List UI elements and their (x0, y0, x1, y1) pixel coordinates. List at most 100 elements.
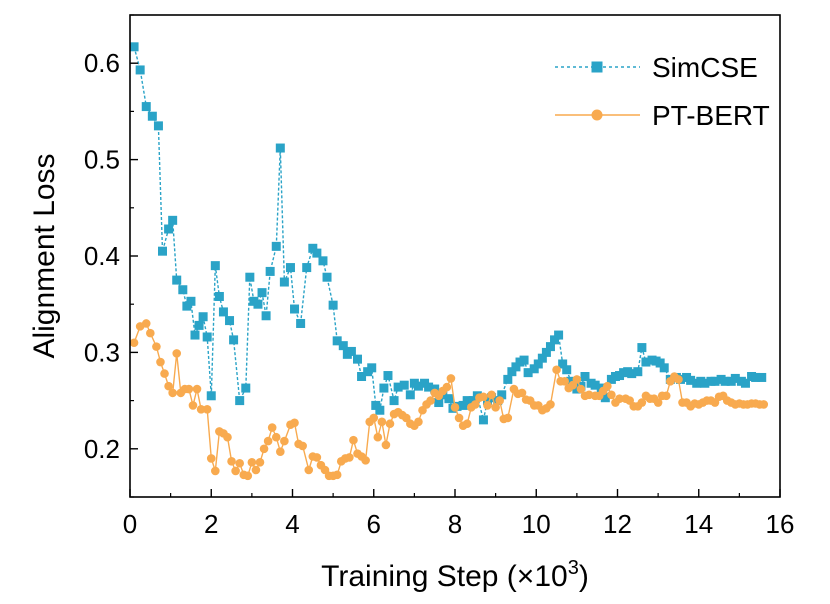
data-point (615, 394, 624, 403)
data-point (426, 396, 435, 405)
data-point (674, 375, 683, 384)
data-point (517, 388, 527, 398)
data-point (141, 319, 151, 328)
x-tick-label: 16 (766, 509, 795, 539)
data-point (218, 307, 228, 317)
data-point (399, 380, 409, 390)
data-point (192, 384, 202, 394)
data-point (405, 390, 415, 400)
data-point (338, 341, 348, 351)
data-point (497, 390, 507, 400)
legend-simcse-label: SimCSE (652, 52, 758, 83)
data-point (478, 415, 488, 425)
data-point (357, 372, 367, 381)
data-point (751, 372, 761, 382)
data-point (552, 365, 561, 375)
data-point (243, 471, 253, 481)
data-point (255, 457, 265, 467)
legend-ptbert-label: PT-BERT (652, 100, 770, 131)
data-point (511, 362, 521, 372)
plot-area (130, 15, 780, 497)
x-tick-label: 14 (684, 509, 713, 539)
data-point (332, 470, 342, 480)
data-point (153, 121, 163, 131)
data-point (759, 400, 769, 409)
data-point (312, 248, 322, 258)
data-point (730, 373, 740, 383)
data-point (172, 275, 182, 285)
x-tick-label: 8 (448, 509, 462, 539)
data-point (533, 359, 543, 369)
data-point (495, 396, 504, 405)
data-point (686, 375, 696, 385)
data-point (507, 367, 517, 377)
data-point (211, 466, 220, 476)
data-point (661, 391, 671, 401)
data-point (633, 367, 643, 377)
data-point (590, 380, 600, 390)
data-point (263, 436, 273, 446)
data-point (414, 417, 423, 427)
series-pt-bert (129, 319, 769, 481)
data-point (519, 355, 529, 365)
y-tick-label: 0.2 (84, 434, 120, 464)
data-point (332, 336, 342, 346)
data-point (235, 396, 245, 406)
data-point (454, 413, 464, 423)
plot-background (130, 15, 780, 497)
data-point (523, 368, 533, 378)
data-point (135, 65, 145, 75)
data-point (160, 369, 169, 378)
data-point (290, 304, 300, 314)
x-tick-label: 12 (603, 509, 632, 539)
data-point (129, 42, 139, 52)
data-point (434, 398, 444, 408)
data-point (322, 272, 332, 282)
data-point (241, 383, 251, 393)
data-point (265, 266, 275, 276)
data-point (389, 396, 399, 406)
data-point (312, 453, 322, 462)
y-tick-label: 0.5 (84, 145, 120, 175)
data-point (607, 390, 616, 400)
data-point (740, 378, 750, 388)
data-point (302, 263, 312, 273)
data-point (637, 343, 647, 353)
data-point (483, 401, 492, 410)
x-axis-label-suffix: ) (579, 560, 589, 593)
data-point (627, 369, 637, 379)
data-point (158, 246, 167, 256)
data-point (147, 111, 157, 121)
data-point (458, 400, 468, 410)
data-point (545, 342, 555, 352)
data-point (290, 418, 299, 428)
legend-simcse-marker (591, 61, 603, 73)
data-point (361, 456, 370, 465)
data-point (231, 466, 240, 476)
data-point (375, 405, 385, 415)
data-point (253, 299, 263, 309)
plot-frame (129, 14, 781, 498)
y-axis-label: Alignment Loss (28, 153, 61, 358)
data-point (178, 285, 188, 295)
data-point (168, 388, 177, 398)
data-point (377, 417, 387, 427)
data-point (346, 346, 356, 356)
data-point (304, 465, 314, 475)
data-point (450, 403, 460, 412)
data-point (424, 382, 434, 392)
data-point (168, 215, 178, 225)
x-axis-label-superscript: 3 (568, 557, 579, 579)
x-tick-label: 4 (285, 509, 299, 539)
data-point (214, 291, 224, 301)
data-point (164, 224, 174, 234)
data-point (261, 311, 271, 321)
data-point (349, 435, 358, 445)
data-point (298, 441, 307, 451)
x-axis-label: Training Step (×103) (321, 557, 589, 593)
data-point (385, 419, 395, 429)
data-point (700, 378, 710, 388)
data-point (381, 440, 391, 450)
x-tick-label: 6 (367, 509, 381, 539)
